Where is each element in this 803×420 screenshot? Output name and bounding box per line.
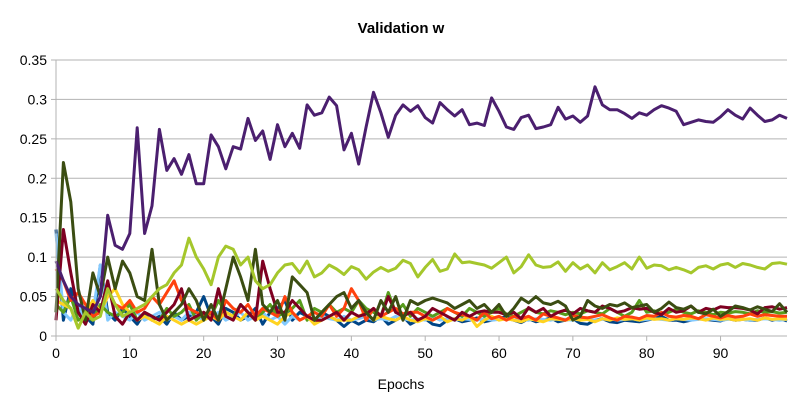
y-tick-label: 0.2 — [28, 170, 48, 186]
y-tick-label: 0.15 — [20, 210, 47, 226]
y-tick-label: 0.3 — [28, 91, 48, 107]
series-line-4 — [54, 228, 788, 326]
y-tick-label: 0.35 — [20, 52, 47, 68]
series-lines — [54, 85, 789, 330]
y-tick-label: 0.1 — [28, 249, 48, 265]
x-tick-label: 50 — [417, 345, 433, 361]
chart-title: Validation w — [358, 20, 445, 37]
x-tick-label: 10 — [122, 345, 138, 361]
x-tick-label: 40 — [344, 345, 360, 361]
x-axis-label: Epochs — [378, 376, 425, 392]
y-tick-label: 0.25 — [20, 131, 47, 147]
x-tick-label: 0 — [52, 345, 60, 361]
x-tick-label: 60 — [491, 345, 507, 361]
x-tick-label: 90 — [713, 345, 729, 361]
series-line-3 — [54, 161, 789, 322]
series-line-2 — [54, 236, 788, 330]
x-tick-label: 80 — [639, 345, 655, 361]
x-tick-label: 30 — [270, 345, 286, 361]
gridlines — [56, 59, 787, 298]
series-line-6 — [55, 287, 788, 330]
x-axis-ticks: 0 10 20 30 40 50 60 70 80 90 — [52, 336, 729, 361]
series-line-5 — [54, 268, 787, 322]
series-line-1 — [54, 85, 788, 314]
y-axis-ticks: 0 0.05 0.1 0.15 0.2 0.25 0.3 0.35 — [20, 52, 56, 344]
x-tick-label: 70 — [565, 345, 581, 361]
y-tick-label: 0.05 — [20, 289, 47, 305]
x-tick-label: 20 — [196, 345, 212, 361]
y-tick-label: 0 — [39, 328, 47, 344]
